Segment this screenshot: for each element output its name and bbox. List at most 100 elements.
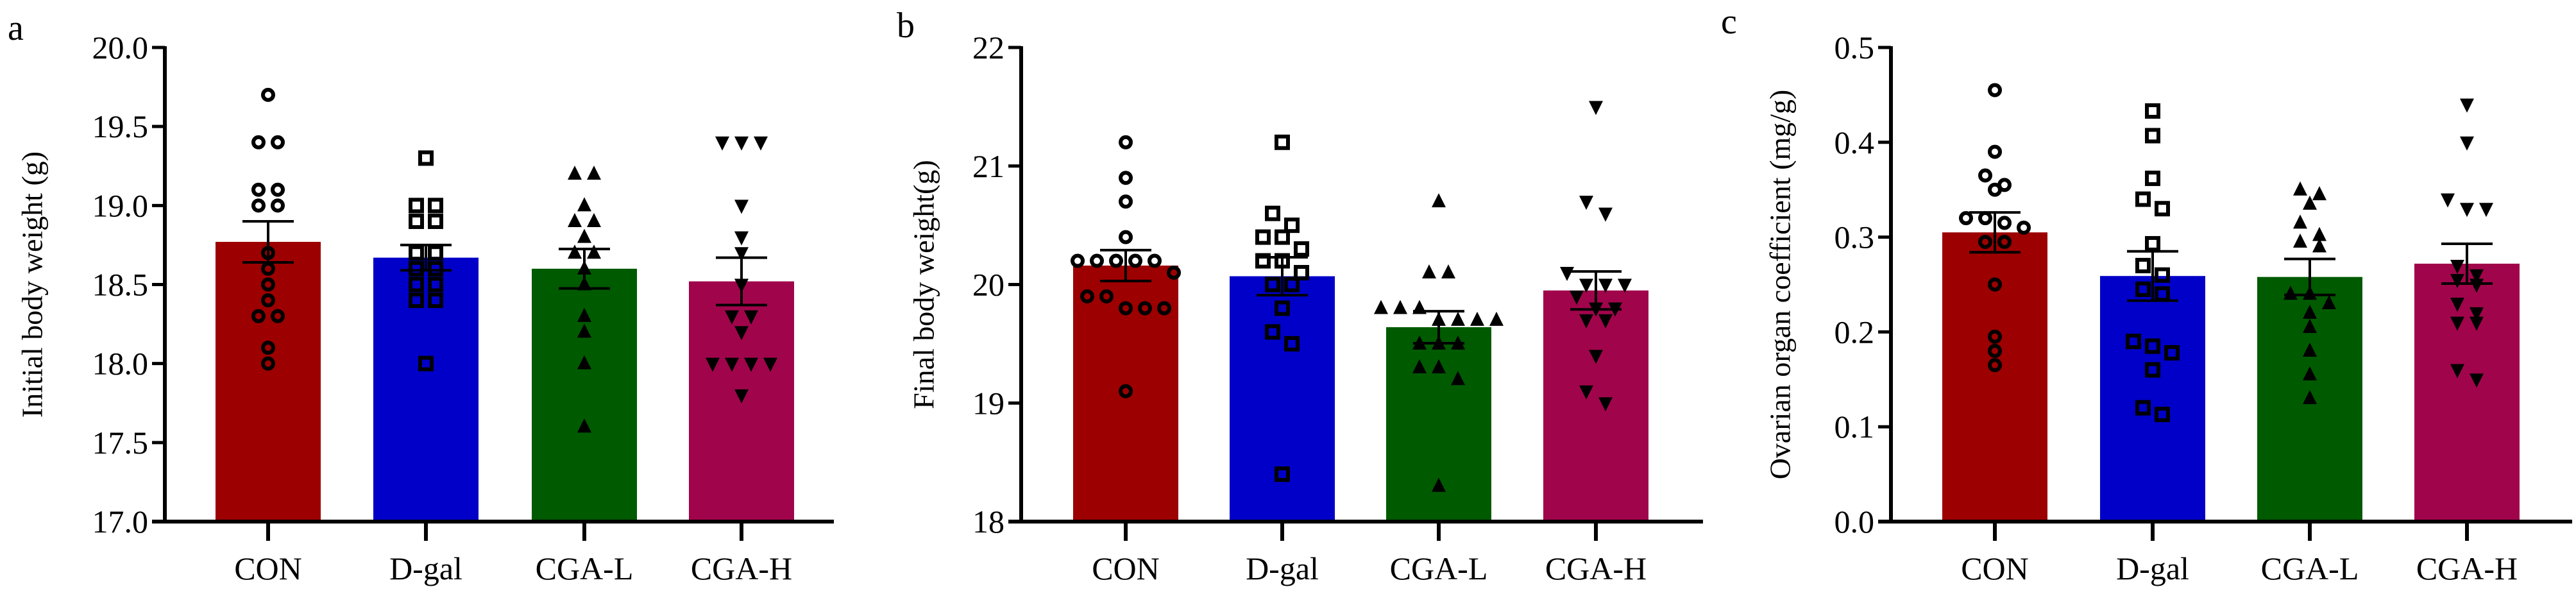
data-point: [577, 307, 591, 322]
data-point: [271, 182, 285, 197]
error-bar: [716, 256, 767, 307]
data-point: [418, 150, 434, 166]
data-point: [1959, 211, 1973, 226]
y-tick-label: 0.5: [1835, 30, 1875, 65]
data-point: [1275, 134, 1290, 150]
x-tick-label: CGA-L: [536, 550, 634, 586]
data-point: [1432, 477, 1446, 492]
panel-letter: c: [1721, 2, 1737, 42]
data-point: [1997, 234, 2012, 249]
data-point: [409, 198, 424, 214]
data-point: [1988, 182, 2002, 197]
data-point: [2303, 342, 2317, 357]
data-point: [1432, 359, 1446, 373]
data-point: [1988, 83, 2002, 98]
data-point: [1119, 301, 1133, 316]
data-point: [587, 212, 601, 227]
data-point: [1579, 196, 1593, 210]
data-point: [734, 231, 749, 246]
data-point: [1570, 290, 1584, 305]
data-point: [2135, 281, 2151, 297]
data-point: [1579, 314, 1593, 328]
data-point: [1618, 278, 1632, 293]
data-point: [2470, 307, 2484, 321]
data-point: [2145, 362, 2160, 378]
x-tick-label: D-gal: [2116, 550, 2189, 586]
data-point: [2470, 373, 2484, 388]
data-point: [577, 323, 591, 338]
data-point: [2145, 128, 2160, 144]
data-point: [2135, 257, 2151, 273]
data-point: [1988, 358, 2002, 373]
data-point: [2303, 195, 2317, 210]
data-point: [1978, 234, 1992, 249]
data-point: [2322, 295, 2336, 310]
data-point: [1412, 359, 1427, 373]
data-point: [1167, 266, 1181, 280]
y-tick-label: 19.0: [92, 187, 149, 223]
panel-b: b Final body weight(g) 18 19 20 21 22 CON D-gal C…: [897, 6, 1703, 586]
data-point: [2145, 170, 2160, 186]
y-tick-label: 19: [972, 385, 1004, 421]
bar-cga-l: [532, 268, 637, 522]
data-point: [1294, 241, 1309, 257]
data-point: [1451, 311, 1465, 326]
data-point: [577, 355, 591, 370]
data-point: [271, 309, 285, 323]
data-point: [2135, 191, 2151, 207]
panel-letter: a: [8, 8, 24, 48]
data-point: [2293, 181, 2307, 196]
data-point: [418, 355, 434, 371]
data-point: [271, 135, 285, 149]
data-point: [2145, 103, 2160, 119]
data-point: [1988, 277, 2002, 292]
data-point: [754, 136, 768, 151]
data-point: [1422, 264, 1436, 279]
data-point: [1489, 311, 1504, 326]
y-axis-title: Initial body weight (g): [16, 151, 49, 418]
bar-con: [216, 241, 321, 522]
data-point: [1393, 300, 1407, 314]
data-point: [261, 293, 275, 308]
data-point: [1119, 194, 1133, 209]
data-point: [2303, 389, 2317, 404]
y-tick-label: 21: [972, 148, 1004, 184]
data-point: [2460, 203, 2474, 217]
data-point: [428, 198, 443, 214]
data-point: [1598, 207, 1613, 222]
data-point: [1119, 230, 1133, 244]
data-point: [1589, 350, 1603, 364]
data-point: [1284, 277, 1300, 293]
data-point: [1265, 205, 1280, 221]
data-point: [2450, 316, 2464, 331]
y-tick-label: 0.4: [1835, 124, 1875, 160]
y-tick-label: 18.5: [92, 267, 149, 303]
data-point: [744, 310, 758, 325]
data-point: [251, 135, 266, 149]
data-point: [1560, 267, 1574, 282]
data-point: [2293, 214, 2307, 229]
data-point: [725, 357, 739, 372]
data-point: [1579, 385, 1593, 400]
data-point: [587, 244, 601, 259]
data-point: [1275, 300, 1290, 316]
error-bar: [1570, 270, 1622, 311]
data-point: [568, 166, 582, 180]
data-point: [1157, 301, 1171, 316]
data-point: [734, 326, 749, 341]
data-point: [1099, 289, 1114, 303]
panel-c: c Ovarian organ coefficient (mg/g) 0.0 0.1 0…: [1721, 2, 2572, 586]
data-point: [1374, 300, 1388, 314]
data-point: [2312, 186, 2326, 201]
y-tick-label: 17.0: [92, 504, 149, 540]
data-point: [1119, 171, 1133, 185]
bar-con: [1942, 232, 2047, 522]
data-point: [409, 245, 424, 261]
error-bar: [1969, 211, 2021, 254]
x-tick-label: CGA-L: [1390, 550, 1488, 586]
y-tick-label: 19.5: [92, 108, 149, 144]
x-tick-label: D-gal: [389, 550, 462, 586]
data-point: [2017, 220, 2031, 235]
data-point: [2155, 201, 2170, 217]
